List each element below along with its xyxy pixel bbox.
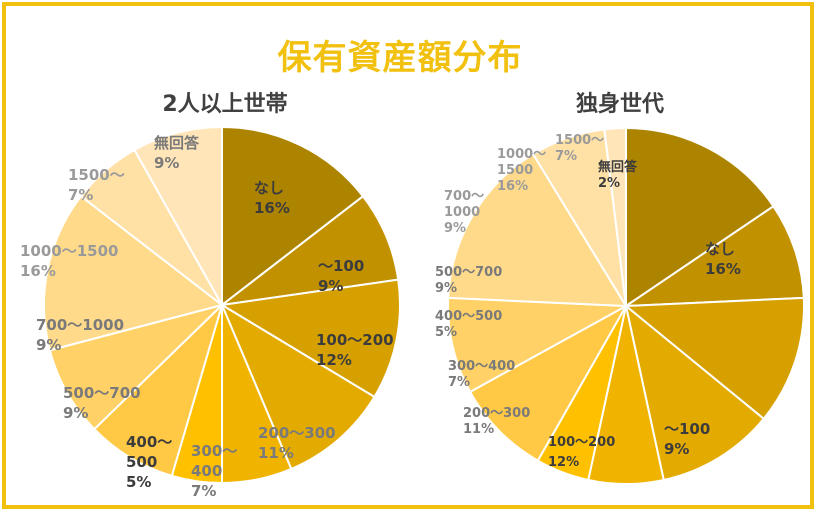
pie-title-singles: 独身世代 [575, 92, 664, 117]
pie-label-couples-5: 400～ 500 5% [126, 433, 172, 491]
pie-slice-singles-6 [468, 303, 629, 462]
pie-slice-couples-2 [219, 278, 401, 399]
pie-label-singles-6: 500～700 9% [435, 265, 502, 296]
pie-label-singles-1: ～100 9% [664, 420, 710, 458]
pie-title-couples: 2人以上世帯 [162, 92, 288, 117]
pie-label-couples-9: 1500～ 7% [68, 166, 125, 204]
pie-label-couples-4: 300～ 400 7% [191, 442, 237, 500]
pie-label-singles-7: 700～ 1000 9% [444, 189, 484, 236]
main-title: 保有資産額分布 [277, 38, 523, 78]
pie-slice-couples-0 [221, 125, 365, 308]
pie-slice-singles-0 [625, 126, 775, 308]
pie-slice-couples-10 [133, 125, 223, 309]
pie-slice-singles-3 [624, 303, 766, 482]
pie-label-couples-1: ～100 9% [318, 257, 364, 295]
pie-label-singles-5: 400～500 5% [435, 309, 502, 340]
pie-slice-singles-10 [603, 126, 627, 307]
pie-slice-couples-1 [218, 194, 400, 307]
pie-label-couples-7: 700～1000 9% [36, 316, 124, 354]
pie-label-couples-0: なし 16% [254, 179, 290, 217]
pie-label-singles-3: 200～300 11% [463, 406, 530, 437]
pie-slice-couples-3 [219, 302, 376, 471]
pie-label-singles-10: 無回答 2% [598, 159, 638, 191]
pie-label-couples-6: 500～700 9% [63, 384, 141, 422]
pie-slice-couples-8 [43, 194, 225, 352]
pie-label-singles-4: 300～400 7% [448, 359, 515, 390]
pie-label-couples-10: 無回答 9% [154, 134, 200, 172]
pie-label-singles-9: 1500～ 7% [555, 133, 604, 164]
pie-slice-couples-6 [92, 301, 225, 478]
pie-label-couples-8: 1000～1500 16% [20, 242, 119, 280]
pie-slice-singles-1 [622, 204, 805, 308]
pie-slice-couples-7 [48, 303, 226, 431]
pie-label-singles-2: 100～200 12% [548, 435, 615, 470]
pie-label-couples-2: 100～200 12% [316, 331, 394, 369]
pie-slice-singles-8 [447, 152, 628, 308]
pie-label-singles-8: 1000～ 1500 16% [497, 147, 546, 194]
pie-slice-singles-7 [447, 296, 630, 394]
pie-label-singles-0: なし 16% [705, 240, 741, 278]
pie-label-couples-3: 200～300 11% [258, 424, 336, 462]
pie-slice-singles-2 [623, 296, 805, 421]
